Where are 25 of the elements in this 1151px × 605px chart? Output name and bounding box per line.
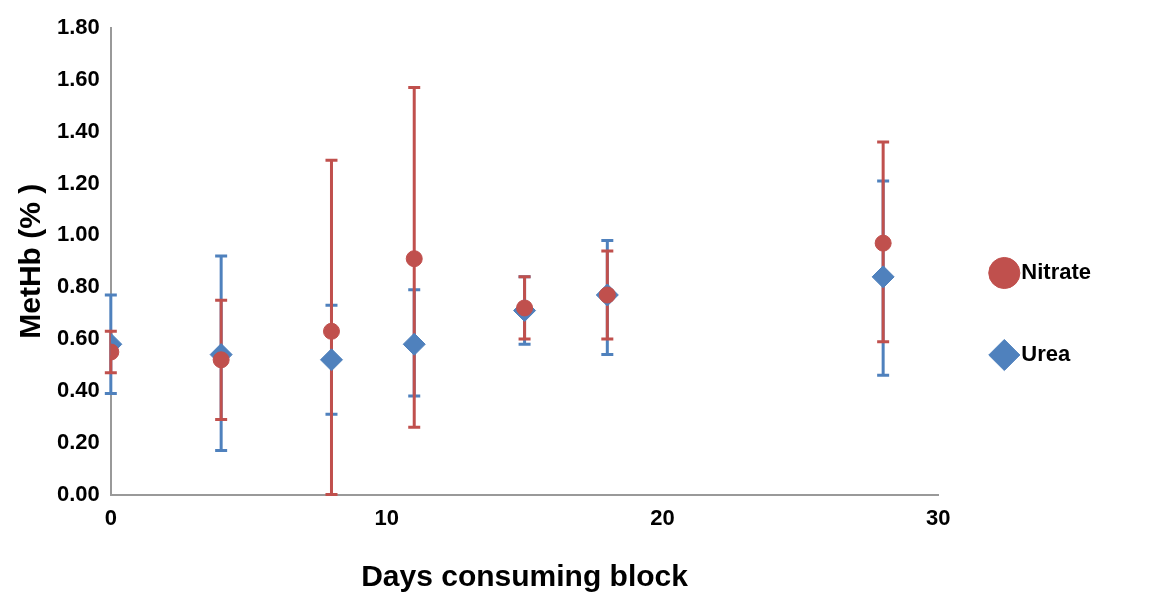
y-tick-label: 1.40 xyxy=(56,117,100,143)
x-tick-label: 10 xyxy=(374,504,399,530)
y-tick-label: 1.20 xyxy=(56,169,100,195)
point xyxy=(319,348,343,372)
y-axis-title: MetHb (% ) xyxy=(13,183,47,339)
legend-label: Urea xyxy=(1021,341,1071,367)
y-tick-label: 1.60 xyxy=(56,65,100,91)
point xyxy=(871,265,895,289)
point xyxy=(874,234,892,252)
y-tick-label: 0.80 xyxy=(56,273,100,299)
y-tick-label: 1.80 xyxy=(56,14,100,40)
point xyxy=(405,250,423,268)
point xyxy=(212,351,230,369)
legend-label: Nitrate xyxy=(1021,259,1091,285)
point xyxy=(322,322,340,340)
y-tick-label: 0.20 xyxy=(56,428,100,454)
y-tick-label: 0.60 xyxy=(56,325,100,351)
x-tick-label: 20 xyxy=(650,504,675,530)
y-tick-label: 0.00 xyxy=(56,480,100,506)
point xyxy=(402,332,426,356)
x-tick-label: 0 xyxy=(104,504,117,530)
x-axis-title: Days consuming block xyxy=(361,559,689,593)
y-tick-label: 0.40 xyxy=(56,376,100,402)
y-tick-label: 1.00 xyxy=(56,221,100,247)
x-tick-label: 30 xyxy=(926,504,951,530)
